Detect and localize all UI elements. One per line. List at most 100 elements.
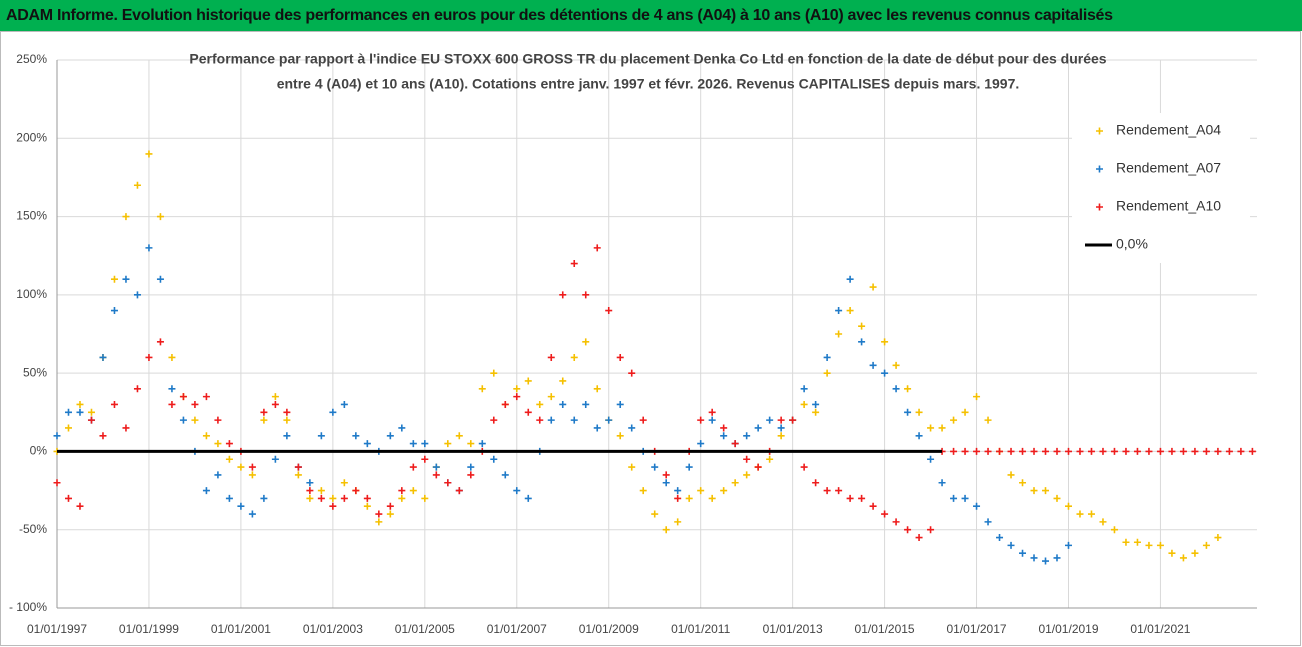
point xyxy=(156,213,164,221)
point xyxy=(76,408,84,416)
point xyxy=(237,502,245,510)
point xyxy=(1007,471,1015,479)
point xyxy=(881,338,889,346)
point xyxy=(961,408,969,416)
point xyxy=(777,416,785,424)
point xyxy=(513,487,521,495)
point xyxy=(927,424,935,432)
point xyxy=(984,518,992,526)
point xyxy=(1168,549,1176,557)
legend-label: Rendement_A10 xyxy=(1116,198,1221,214)
point xyxy=(1191,447,1199,455)
point xyxy=(306,494,314,502)
y-tick-label: 0% xyxy=(30,444,48,458)
point xyxy=(1053,554,1061,562)
point xyxy=(478,440,486,448)
point xyxy=(1064,541,1072,549)
point xyxy=(524,377,532,385)
chart-title: Performance par rapport à l'indice EU ST… xyxy=(189,51,1106,67)
point xyxy=(869,502,877,510)
point xyxy=(432,463,440,471)
point xyxy=(1110,447,1118,455)
x-tick-label: 01/01/1997 xyxy=(27,622,87,636)
point xyxy=(1019,549,1027,557)
point xyxy=(984,416,992,424)
y-tick-label: 100% xyxy=(16,287,47,301)
point xyxy=(467,463,475,471)
point xyxy=(1248,447,1256,455)
y-tick-label: 200% xyxy=(16,130,47,144)
point xyxy=(329,494,337,502)
point xyxy=(858,338,866,346)
point xyxy=(858,494,866,502)
point xyxy=(76,502,84,510)
point xyxy=(191,416,199,424)
point xyxy=(743,432,751,440)
point xyxy=(593,244,601,252)
chart: - 100% -50% 0% 50% 100% 150% 200% 250% 01/01/199… xyxy=(0,31,1301,646)
point xyxy=(915,408,923,416)
point xyxy=(110,400,118,408)
point xyxy=(720,424,728,432)
point xyxy=(432,471,440,479)
point xyxy=(996,447,1004,455)
point xyxy=(1076,510,1084,518)
point xyxy=(1053,494,1061,502)
point xyxy=(122,275,130,283)
x-tick-label: 01/01/2017 xyxy=(947,622,1007,636)
point xyxy=(283,408,291,416)
point xyxy=(800,400,808,408)
point xyxy=(605,307,613,315)
x-tick-label: 01/01/2007 xyxy=(487,622,547,636)
legend-label: Rendement_A07 xyxy=(1116,160,1221,176)
point xyxy=(225,455,233,463)
point xyxy=(306,479,314,487)
point xyxy=(743,471,751,479)
point xyxy=(1133,538,1141,546)
point xyxy=(1145,447,1153,455)
y-tick-label: - 100% xyxy=(9,600,47,614)
point xyxy=(915,432,923,440)
point xyxy=(708,408,716,416)
point xyxy=(145,244,153,252)
point xyxy=(110,275,118,283)
point xyxy=(490,416,498,424)
point xyxy=(363,502,371,510)
point xyxy=(639,487,647,495)
x-tick-label: 01/01/2009 xyxy=(579,622,639,636)
point xyxy=(513,385,521,393)
x-tick-label: 01/01/2015 xyxy=(855,622,915,636)
point xyxy=(1087,447,1095,455)
point xyxy=(1053,447,1061,455)
point xyxy=(570,353,578,361)
point xyxy=(685,463,693,471)
point xyxy=(444,479,452,487)
point xyxy=(823,369,831,377)
point xyxy=(386,502,394,510)
y-tick-label: 250% xyxy=(16,52,47,66)
point xyxy=(122,424,130,432)
point xyxy=(214,471,222,479)
point xyxy=(363,494,371,502)
point xyxy=(720,487,728,495)
point xyxy=(846,275,854,283)
x-tick-label: 01/01/1999 xyxy=(119,622,179,636)
point xyxy=(340,494,348,502)
point xyxy=(53,432,61,440)
point xyxy=(248,510,256,518)
point xyxy=(168,400,176,408)
point xyxy=(294,471,302,479)
point xyxy=(904,385,912,393)
point xyxy=(1214,447,1222,455)
point xyxy=(133,181,141,189)
point xyxy=(398,494,406,502)
point xyxy=(961,494,969,502)
point xyxy=(685,494,693,502)
point xyxy=(869,283,877,291)
point xyxy=(674,494,682,502)
point xyxy=(87,416,95,424)
point xyxy=(501,400,509,408)
point xyxy=(593,424,601,432)
point xyxy=(122,213,130,221)
point xyxy=(605,416,613,424)
